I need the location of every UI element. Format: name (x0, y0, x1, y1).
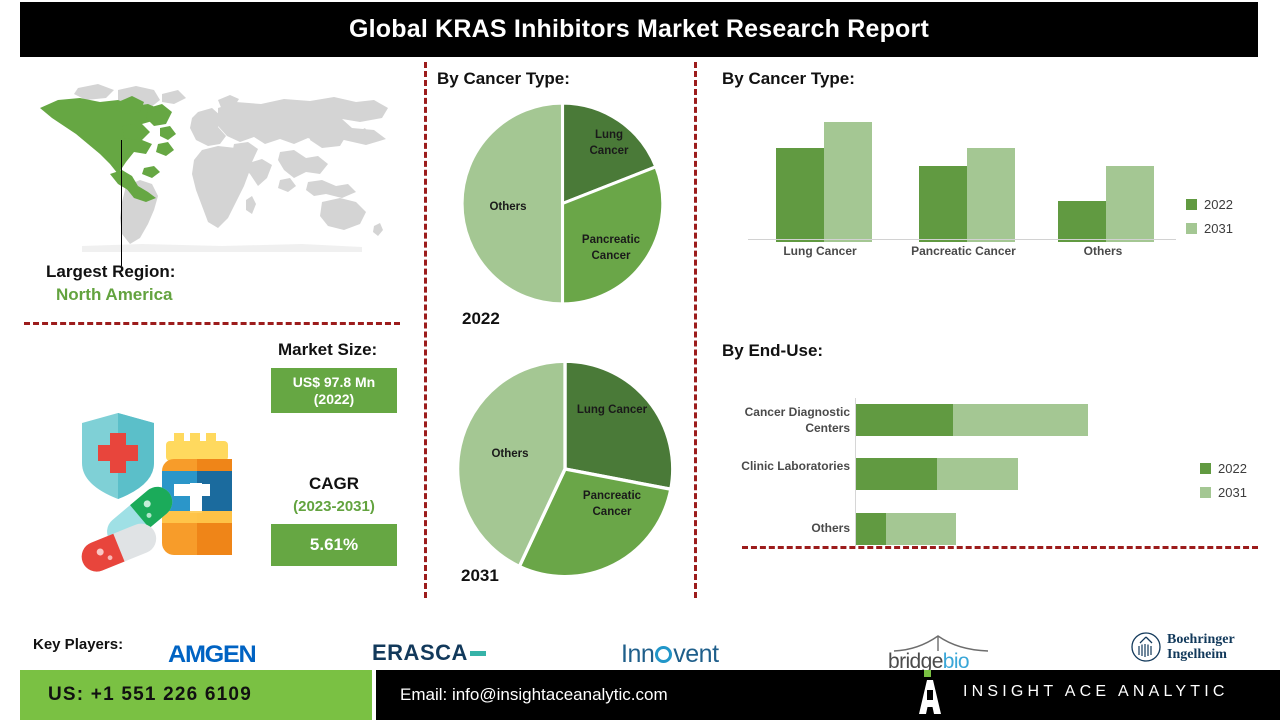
end-use-category-clinic-laboratories: Clinic Laboratories (741, 459, 850, 473)
bridgebio-logo-text-before: bridge (888, 650, 943, 673)
bar-category-pancreatic-cancer: Pancreatic Cancer (911, 244, 1016, 258)
phone-bar[interactable]: US: +1 551 226 6109 (20, 670, 372, 720)
legend-label-2022: 2022 (1204, 197, 1233, 212)
largest-region-value: North America (56, 285, 173, 304)
bar-chart-axis-line (748, 239, 1176, 240)
market-size-value-line2: (2022) (313, 390, 355, 407)
bar-chart-legend: 2022 2031 (1186, 197, 1233, 245)
legend-label-end-use-2022: 2022 (1218, 461, 1247, 476)
boehringer-logo-line1: Boehringer (1167, 632, 1235, 647)
stacked-bar-cancer-diagnostic-centers (856, 404, 1088, 436)
header-bar: Global KRAS Inhibitors Market Research R… (20, 2, 1258, 57)
stack-seg-cdc-2022 (856, 404, 954, 436)
end-use-chart-axis-line (855, 398, 856, 546)
pie-2031-year: 2031 (461, 566, 499, 585)
cancer-type-bar-chart (742, 110, 1182, 242)
cagr-value: 5.61% (309, 535, 359, 555)
phone-number: US: +1 551 226 6109 (48, 684, 252, 705)
page-title: Global KRAS Inhibitors Market Research R… (349, 15, 929, 43)
bar-others-2031 (1106, 166, 1154, 242)
cancer-type-bar-chart-title: By Cancer Type: (722, 69, 855, 88)
pie-chart-2022 (460, 101, 665, 306)
brand-block: INSIGHT ACE ANALYTIC (913, 670, 1229, 714)
world-map-icon (22, 82, 402, 252)
bar-lung-2031 (824, 122, 872, 242)
legend-label-2031: 2031 (1204, 221, 1233, 236)
bridgebio-logo: bridgebio (888, 634, 996, 674)
end-use-chart-title: By End-Use: (722, 341, 824, 360)
pharmaceutical-products-icon (62, 405, 252, 580)
cagr-value-box: 5.61% (271, 524, 397, 566)
innovent-logo: Inn vent (621, 640, 719, 669)
horizontal-divider-left-panel (24, 322, 400, 325)
erasca-accent-icon (469, 650, 486, 656)
horizontal-divider-right-panel (742, 546, 1258, 549)
cagr-years: (2023-2031) (293, 498, 375, 515)
email-bar[interactable]: Email: info@insightaceanalytic.com (376, 670, 1280, 720)
end-use-category-others: Others (811, 521, 850, 535)
largest-region-label: Largest Region: (46, 262, 176, 281)
bar-group-pancreatic-cancer (919, 148, 1015, 242)
erasca-logo-text: ERASCA (372, 640, 468, 665)
stack-seg-clinic-2022 (856, 458, 938, 490)
market-size-label: Market Size: (278, 340, 378, 359)
legend-label-end-use-2031: 2031 (1218, 485, 1247, 500)
vertical-divider-left (424, 62, 427, 598)
key-players-label: Key Players: (33, 636, 124, 653)
legend-swatch-2022-icon (1186, 199, 1197, 210)
bar-pancreatic-2031 (967, 148, 1015, 242)
legend-swatch-end-use-2031-icon (1200, 487, 1211, 498)
amgen-logo-text: AMGEN (168, 641, 257, 668)
bridgebio-arch-icon (893, 635, 989, 652)
email-address: Email: info@insightaceanalytic.com (400, 685, 668, 704)
legend-item-2031: 2031 (1186, 221, 1233, 236)
stack-seg-cdc-2031 (953, 404, 1088, 436)
legend-item-end-use-2031: 2031 (1200, 485, 1247, 500)
stacked-bar-clinic-laboratories (856, 458, 1019, 490)
bar-group-others (1058, 166, 1154, 242)
market-size-value-line1: US$ 97.8 Mn (292, 374, 376, 391)
bar-category-others: Others (1083, 244, 1123, 258)
market-size-value-box: US$ 97.8 Mn (2022) (271, 368, 397, 413)
vertical-divider-right (694, 62, 697, 598)
pie-2022-year: 2022 (462, 309, 500, 328)
insight-ace-a-monogram-icon (913, 670, 947, 714)
stack-seg-others-2031 (886, 513, 956, 545)
stack-seg-clinic-2031 (937, 458, 1019, 490)
amgen-logo: AMGEN (168, 641, 257, 669)
boehringer-ingelheim-logo: Boehringer Ingelheim (1131, 632, 1235, 663)
end-use-chart-legend: 2022 2031 (1200, 461, 1247, 509)
bar-group-lung-cancer (776, 122, 872, 242)
stacked-bar-others (856, 513, 956, 545)
bar-others-2022 (1058, 201, 1106, 242)
legend-swatch-2031-icon (1186, 223, 1197, 234)
bar-lung-2022 (776, 148, 824, 242)
stack-seg-others-2022 (856, 513, 887, 545)
erasca-logo: ERASCA (372, 640, 486, 666)
pie-chart-2031 (455, 359, 675, 579)
bridgebio-logo-text-after: bio (942, 650, 970, 673)
middle-panel-title: By Cancer Type: (437, 69, 570, 88)
end-use-category-cancer-diagnostic-centers: Cancer Diagnostic Centers (744, 405, 850, 435)
boehringer-emblem-icon (1131, 632, 1161, 663)
map-leader-line (121, 140, 122, 266)
innovent-logo-text-after: vent (673, 640, 719, 668)
bar-category-lung-cancer: Lung Cancer (783, 244, 857, 258)
bar-pancreatic-2022 (919, 166, 967, 242)
legend-item-2022: 2022 (1186, 197, 1233, 212)
brand-name: INSIGHT ACE ANALYTIC (963, 683, 1229, 700)
legend-swatch-end-use-2022-icon (1200, 463, 1211, 474)
innovent-o-icon (655, 646, 673, 663)
boehringer-logo-line2: Ingelheim (1167, 647, 1227, 663)
cagr-label: CAGR (308, 474, 360, 493)
innovent-logo-text-before: Inn (621, 640, 655, 668)
legend-item-end-use-2022: 2022 (1200, 461, 1247, 476)
